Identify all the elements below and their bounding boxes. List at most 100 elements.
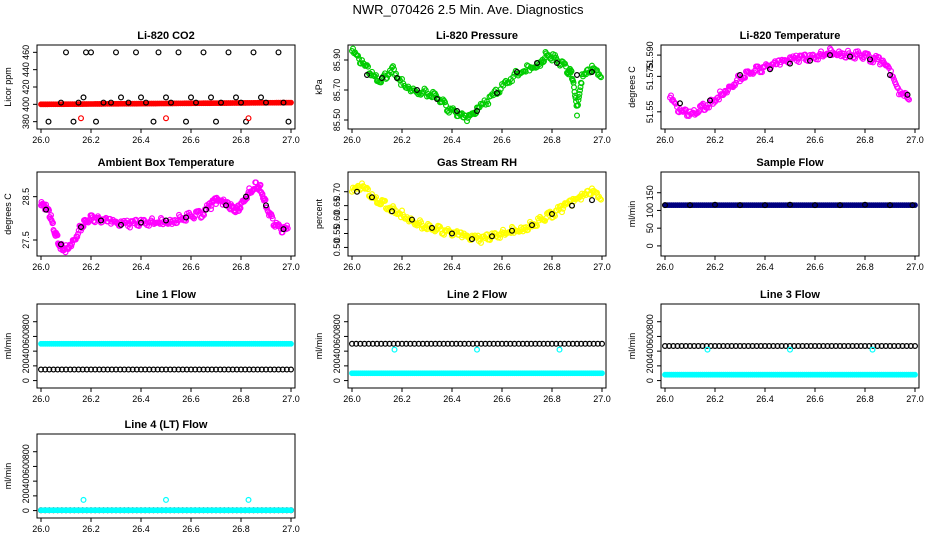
data-point	[150, 366, 157, 373]
chart-title: Gas Stream RH	[437, 157, 517, 169]
data-point	[404, 85, 411, 92]
data-point	[836, 343, 843, 350]
y-axis-label: ml/min	[627, 333, 637, 360]
data-point	[409, 216, 416, 223]
data-point	[217, 366, 224, 373]
data-point	[532, 340, 539, 347]
data-series	[77, 115, 252, 122]
data-point	[283, 366, 290, 373]
data-point	[745, 343, 752, 350]
data-point	[907, 343, 914, 350]
y-tick-label: 0.50	[332, 239, 342, 257]
y-tick-label: 380	[21, 114, 31, 129]
data-point	[62, 49, 69, 56]
data-point	[711, 343, 718, 350]
data-point	[559, 205, 566, 212]
data-point	[193, 99, 200, 106]
x-tick-label: 26.6	[806, 394, 824, 404]
y-tick-label: 400	[332, 344, 342, 359]
data-point	[791, 343, 798, 350]
x-tick-label: 26.6	[493, 262, 511, 272]
x-tick-label: 27.0	[282, 135, 300, 145]
data-point	[263, 202, 270, 209]
data-point	[496, 89, 503, 96]
chart-panel: Line 2 Flow ml/min 26.0 26.2 26.4 26.6 26.8 27.…	[314, 289, 611, 404]
x-tick-label: 26.4	[443, 394, 461, 404]
data-point	[355, 52, 362, 59]
data-point	[565, 340, 572, 347]
data-point	[175, 49, 182, 56]
y-tick-label: 800	[21, 444, 31, 459]
data-point	[104, 366, 111, 373]
chart-panel: Line 4 (LT) Flow ml/min 26.0 26.2 26.4 26.6 26…	[3, 419, 300, 534]
data-point	[824, 343, 831, 350]
data-series	[364, 59, 595, 114]
data-series	[349, 340, 605, 347]
x-tick-label: 26.0	[656, 394, 674, 404]
data-series	[662, 202, 918, 209]
data-point	[171, 366, 178, 373]
x-tick-label: 27.0	[593, 262, 611, 272]
data-point	[238, 366, 245, 373]
data-point	[254, 366, 261, 373]
data-point	[80, 496, 87, 503]
y-tick-label: 0	[21, 508, 31, 513]
data-point	[74, 233, 81, 240]
x-tick-label: 27.0	[593, 135, 611, 145]
data-point	[245, 496, 252, 503]
data-point	[49, 219, 56, 226]
data-point	[507, 340, 514, 347]
data-point	[267, 366, 274, 373]
data-point	[349, 340, 356, 347]
x-tick-label: 26.0	[32, 262, 50, 272]
data-point	[741, 343, 748, 350]
data-point	[83, 366, 90, 373]
data-point	[504, 80, 511, 87]
data-point	[449, 340, 456, 347]
data-point	[200, 49, 207, 56]
data-point	[786, 201, 793, 208]
data-point	[544, 340, 551, 347]
data-series	[38, 340, 294, 347]
y-tick-label: 85.50	[332, 109, 342, 132]
data-point	[715, 96, 722, 103]
plot-frame	[36, 433, 296, 519]
data-point	[457, 340, 464, 347]
data-point	[175, 366, 182, 373]
y-tick-label: 420	[21, 79, 31, 94]
data-point	[188, 366, 195, 373]
data-point	[524, 226, 531, 233]
chart-title: Ambient Box Temperature	[98, 157, 235, 169]
data-point	[213, 201, 220, 208]
data-point	[208, 94, 215, 101]
y-axis-label: degrees C	[627, 66, 637, 108]
data-point	[553, 59, 560, 66]
data-point	[97, 217, 104, 224]
data-point	[373, 72, 380, 79]
data-point	[509, 223, 516, 230]
data-point	[596, 73, 603, 80]
data-point	[528, 340, 535, 347]
data-point	[596, 195, 603, 202]
y-tick-label: 85.70	[332, 79, 342, 102]
data-point	[556, 346, 563, 353]
data-point	[891, 343, 898, 350]
data-point	[284, 222, 291, 229]
data-point	[75, 366, 82, 373]
data-point	[154, 366, 161, 373]
data-point	[670, 343, 677, 350]
data-point	[361, 340, 368, 347]
data-point	[540, 58, 547, 65]
data-point	[882, 343, 889, 350]
data-point	[42, 366, 49, 373]
data-point	[597, 196, 604, 203]
data-point	[117, 221, 124, 228]
y-tick-label: 600	[332, 329, 342, 344]
data-series	[45, 49, 292, 125]
y-tick-label: 150	[645, 185, 655, 200]
data-point	[803, 343, 810, 350]
x-tick-label: 27.0	[282, 394, 300, 404]
chart-title: Line 1 Flow	[136, 289, 196, 301]
data-point	[861, 343, 868, 350]
data-point	[911, 343, 918, 350]
